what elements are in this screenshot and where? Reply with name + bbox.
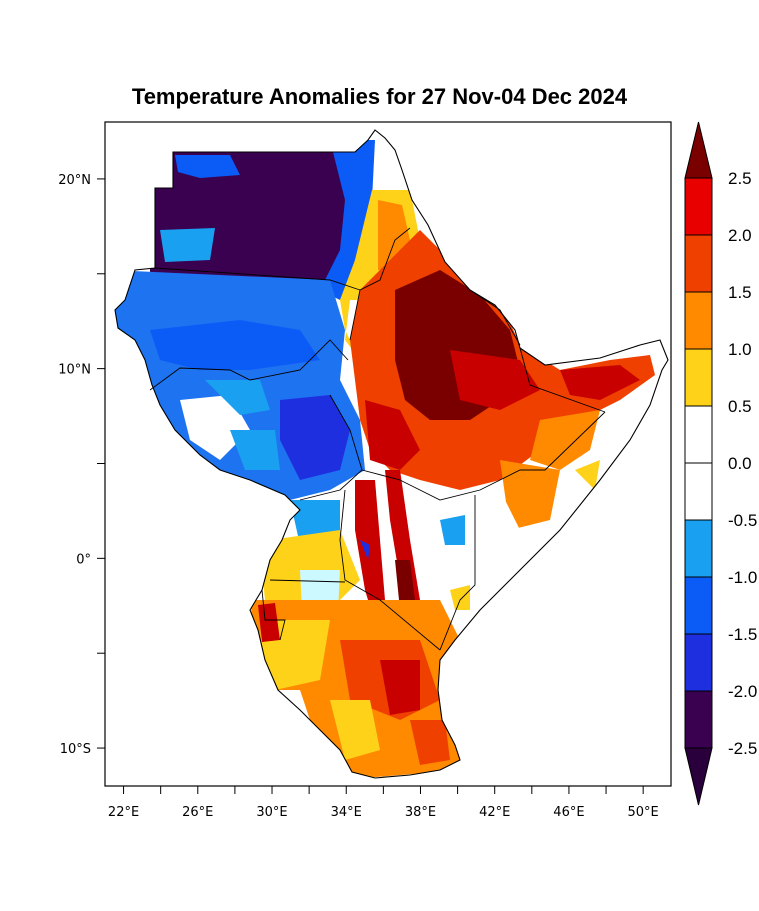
colorbar-swatch	[684, 519, 713, 578]
x-axis: 22°E 26°E 30°E 34°E 38°E 42°E 46°E 50°E	[108, 786, 659, 820]
colorbar-label: -1.0	[728, 568, 757, 587]
colorbar-label: 0.0	[728, 454, 752, 473]
x-tick-label: 26°E	[182, 805, 213, 820]
colorbar-label: 0.5	[728, 397, 752, 416]
y-axis: 20°N 10°N 0° 10°S	[58, 173, 105, 757]
colorbar-label: 1.5	[728, 283, 752, 302]
x-tick-label: 38°E	[405, 805, 436, 820]
colorbar-swatch	[684, 348, 713, 407]
colorbar-label: 2.5	[728, 169, 752, 188]
colorbar-swatch	[684, 576, 713, 635]
colorbar-swatch	[684, 690, 713, 749]
x-tick-label: 22°E	[108, 805, 139, 820]
y-tick-label: 0°	[76, 552, 91, 567]
colorbar-max-arrow	[684, 121, 713, 179]
colorbar-swatch	[684, 291, 713, 350]
y-tick-label: 10°S	[60, 742, 91, 757]
colorbar-swatch	[684, 177, 713, 236]
x-tick-label: 30°E	[256, 805, 287, 820]
colorbar-swatch	[684, 462, 713, 521]
x-tick-label: 42°E	[479, 805, 510, 820]
coastline	[114, 129, 669, 779]
x-tick-label: 50°E	[628, 805, 659, 820]
x-tick-label: 46°E	[553, 805, 584, 820]
colorbar-label: 1.0	[728, 340, 752, 359]
colorbar-swatch	[684, 633, 713, 692]
colorbar-swatch	[684, 234, 713, 293]
colorbar-label: -2.0	[728, 682, 757, 701]
colorbar-label: 2.0	[728, 226, 752, 245]
y-tick-label: 20°N	[58, 173, 91, 188]
colorbar: 2.5 2.0 1.5 1.0 0.5 0.0 -0.5 -1.0 -1.5 -2.0 -2.5	[684, 121, 757, 806]
colorbar-swatch	[684, 405, 713, 464]
colorbar-label: -1.5	[728, 625, 757, 644]
map-title: Temperature Anomalies for 27 Nov-04 Dec …	[131, 84, 628, 109]
colorbar-label: -0.5	[728, 511, 757, 530]
colorbar-label: -2.5	[728, 739, 757, 758]
y-tick-label: 10°N	[58, 363, 91, 378]
country-borders	[149, 152, 606, 651]
colorbar-min-arrow	[684, 747, 713, 806]
x-tick-label: 34°E	[331, 805, 362, 820]
